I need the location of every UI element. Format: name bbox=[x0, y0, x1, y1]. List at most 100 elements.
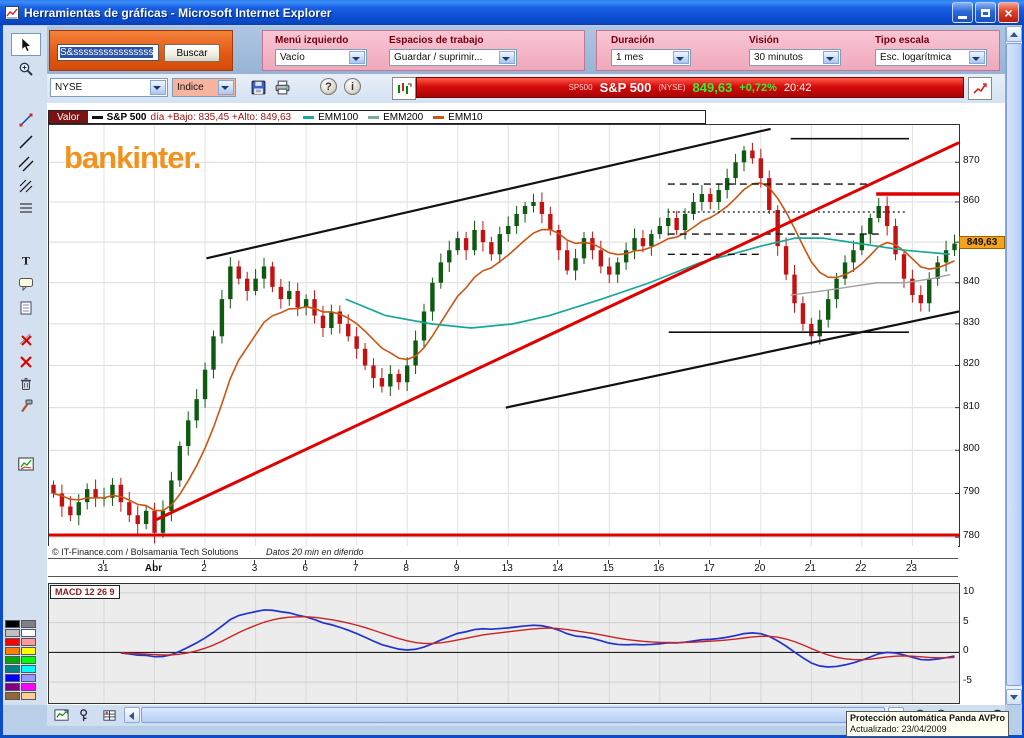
segment-tool[interactable] bbox=[11, 108, 41, 131]
instrument-type-select[interactable]: Indice bbox=[172, 78, 236, 97]
price-axis: 870860850840830820810800790780 bbox=[961, 124, 1005, 545]
valor-label[interactable]: Valor bbox=[49, 111, 88, 123]
chart-panel-icon[interactable] bbox=[52, 707, 70, 724]
fibonacci-tool[interactable] bbox=[11, 196, 41, 219]
vertical-scrollbar[interactable] bbox=[1005, 26, 1022, 705]
antivirus-notification[interactable]: Protección automática Panda AVPro Actual… bbox=[846, 711, 1009, 737]
notification-date: Actualizado: 23/04/2009 bbox=[850, 724, 947, 734]
palette-swatch[interactable] bbox=[5, 692, 20, 700]
menu-izquierdo-value: Vacío bbox=[280, 52, 305, 63]
price-tick-label: 780 bbox=[963, 530, 980, 542]
emm10-swatch bbox=[433, 115, 445, 119]
scroll-up-button[interactable] bbox=[1006, 26, 1022, 42]
search-button[interactable]: Buscar bbox=[164, 44, 220, 62]
notification-title: Protección automática Panda AVPro bbox=[850, 713, 1006, 723]
palette-swatch[interactable] bbox=[21, 674, 36, 682]
settings-tool[interactable] bbox=[11, 394, 41, 417]
palette-swatch[interactable] bbox=[21, 620, 36, 628]
emm100-swatch bbox=[303, 115, 315, 119]
info-button[interactable]: i bbox=[344, 78, 361, 95]
maximize-button[interactable] bbox=[975, 2, 996, 23]
vertical-scroll-thumb[interactable] bbox=[1006, 43, 1022, 686]
price-tick-label: 820 bbox=[963, 358, 980, 370]
scroll-down-button[interactable] bbox=[1006, 689, 1022, 705]
espacios-select[interactable]: Guardar / suprimir... bbox=[389, 49, 517, 66]
palette-swatch[interactable] bbox=[21, 665, 36, 673]
palette-swatch[interactable] bbox=[5, 647, 20, 655]
chevron-down-icon[interactable] bbox=[349, 51, 365, 64]
delete-drawing-tool[interactable] bbox=[11, 328, 41, 351]
search-input[interactable]: S&ssssssssssssssss bbox=[57, 44, 159, 61]
banner-change: +0,72% bbox=[739, 81, 777, 94]
horizontal-scroll-thumb[interactable] bbox=[141, 707, 885, 723]
macd-canvas[interactable] bbox=[48, 583, 960, 704]
date-tick-mark bbox=[355, 560, 357, 564]
save-icon[interactable] bbox=[248, 77, 268, 97]
banner-price: 849,63 bbox=[692, 80, 733, 95]
view-panel: Duración 1 mes Visión 30 minutos Tipo es… bbox=[596, 30, 1000, 71]
chevron-down-icon[interactable] bbox=[150, 80, 166, 95]
exchange-select[interactable]: NYSE bbox=[50, 78, 168, 97]
help-button[interactable]: ? bbox=[320, 78, 337, 95]
chevron-down-icon[interactable] bbox=[969, 51, 985, 64]
popout-chart-icon[interactable] bbox=[968, 77, 992, 100]
delete-all-tool[interactable] bbox=[11, 350, 41, 373]
palette-swatch[interactable] bbox=[5, 683, 20, 691]
emm200-swatch bbox=[368, 115, 380, 119]
parallel-channel-tool[interactable] bbox=[11, 152, 41, 175]
palette-swatch[interactable] bbox=[5, 656, 20, 664]
date-tick-label: 14 bbox=[552, 563, 564, 574]
macd-label[interactable]: MACD 12 26 9 bbox=[50, 585, 120, 599]
palette-swatch[interactable] bbox=[21, 656, 36, 664]
tipo-escala-select[interactable]: Esc. logarítmica bbox=[875, 49, 987, 66]
palette-swatch[interactable] bbox=[21, 683, 36, 691]
zoom-tool[interactable] bbox=[11, 57, 41, 80]
mini-chart-tool[interactable] bbox=[11, 452, 41, 475]
date-tick-mark bbox=[708, 560, 710, 564]
espacios-label: Espacios de trabajo bbox=[389, 35, 484, 46]
chevron-down-icon[interactable] bbox=[499, 51, 515, 64]
chevron-down-icon[interactable] bbox=[673, 51, 689, 64]
series-swatch bbox=[91, 115, 103, 119]
date-tick-mark bbox=[405, 560, 407, 564]
date-tick-label: 16 bbox=[653, 563, 665, 574]
grid-icon[interactable] bbox=[100, 707, 118, 724]
date-tick-mark bbox=[860, 560, 862, 564]
palette-swatch[interactable] bbox=[5, 665, 20, 673]
palette-swatch[interactable] bbox=[5, 629, 20, 637]
drawing-toolbar: T bbox=[3, 26, 48, 705]
vision-select[interactable]: 30 minutos bbox=[749, 49, 841, 66]
palette-swatch[interactable] bbox=[21, 647, 36, 655]
trendline-tool[interactable] bbox=[11, 130, 41, 153]
price-chart-canvas[interactable] bbox=[48, 124, 960, 547]
callout-tool[interactable] bbox=[11, 272, 41, 295]
palette-swatch[interactable] bbox=[5, 638, 20, 646]
chevron-down-icon[interactable] bbox=[823, 51, 839, 64]
palette-swatch[interactable] bbox=[21, 638, 36, 646]
close-button[interactable]: × bbox=[998, 2, 1019, 23]
text-tool[interactable]: T bbox=[11, 248, 41, 271]
horizontal-scrollbar[interactable] bbox=[140, 707, 888, 723]
palette-swatch[interactable] bbox=[5, 620, 20, 628]
palette-swatch[interactable] bbox=[21, 692, 36, 700]
print-icon[interactable] bbox=[272, 77, 292, 97]
duracion-label: Duración bbox=[611, 35, 655, 46]
cursor-tool[interactable] bbox=[11, 33, 41, 56]
chevron-down-icon[interactable] bbox=[218, 80, 234, 95]
key-icon[interactable] bbox=[76, 707, 94, 724]
notes-tool[interactable] bbox=[11, 296, 41, 319]
pitchfork-tool[interactable] bbox=[11, 174, 41, 197]
duracion-select[interactable]: 1 mes bbox=[611, 49, 691, 66]
palette-swatch[interactable] bbox=[21, 629, 36, 637]
scroll-left-button[interactable] bbox=[124, 707, 140, 723]
title-bar[interactable]: Herramientas de gráficas - Microsoft Int… bbox=[0, 0, 1024, 25]
date-tick-mark bbox=[506, 560, 508, 564]
banner-chart-icon[interactable] bbox=[392, 77, 416, 100]
palette-swatch[interactable] bbox=[5, 674, 20, 682]
color-palette bbox=[5, 620, 39, 700]
macd-tick-label: 0 bbox=[963, 645, 969, 657]
date-tick-mark bbox=[203, 560, 205, 564]
trash-tool[interactable] bbox=[11, 372, 41, 395]
minimize-button[interactable] bbox=[952, 2, 973, 23]
menu-izquierdo-select[interactable]: Vacío bbox=[275, 49, 367, 66]
